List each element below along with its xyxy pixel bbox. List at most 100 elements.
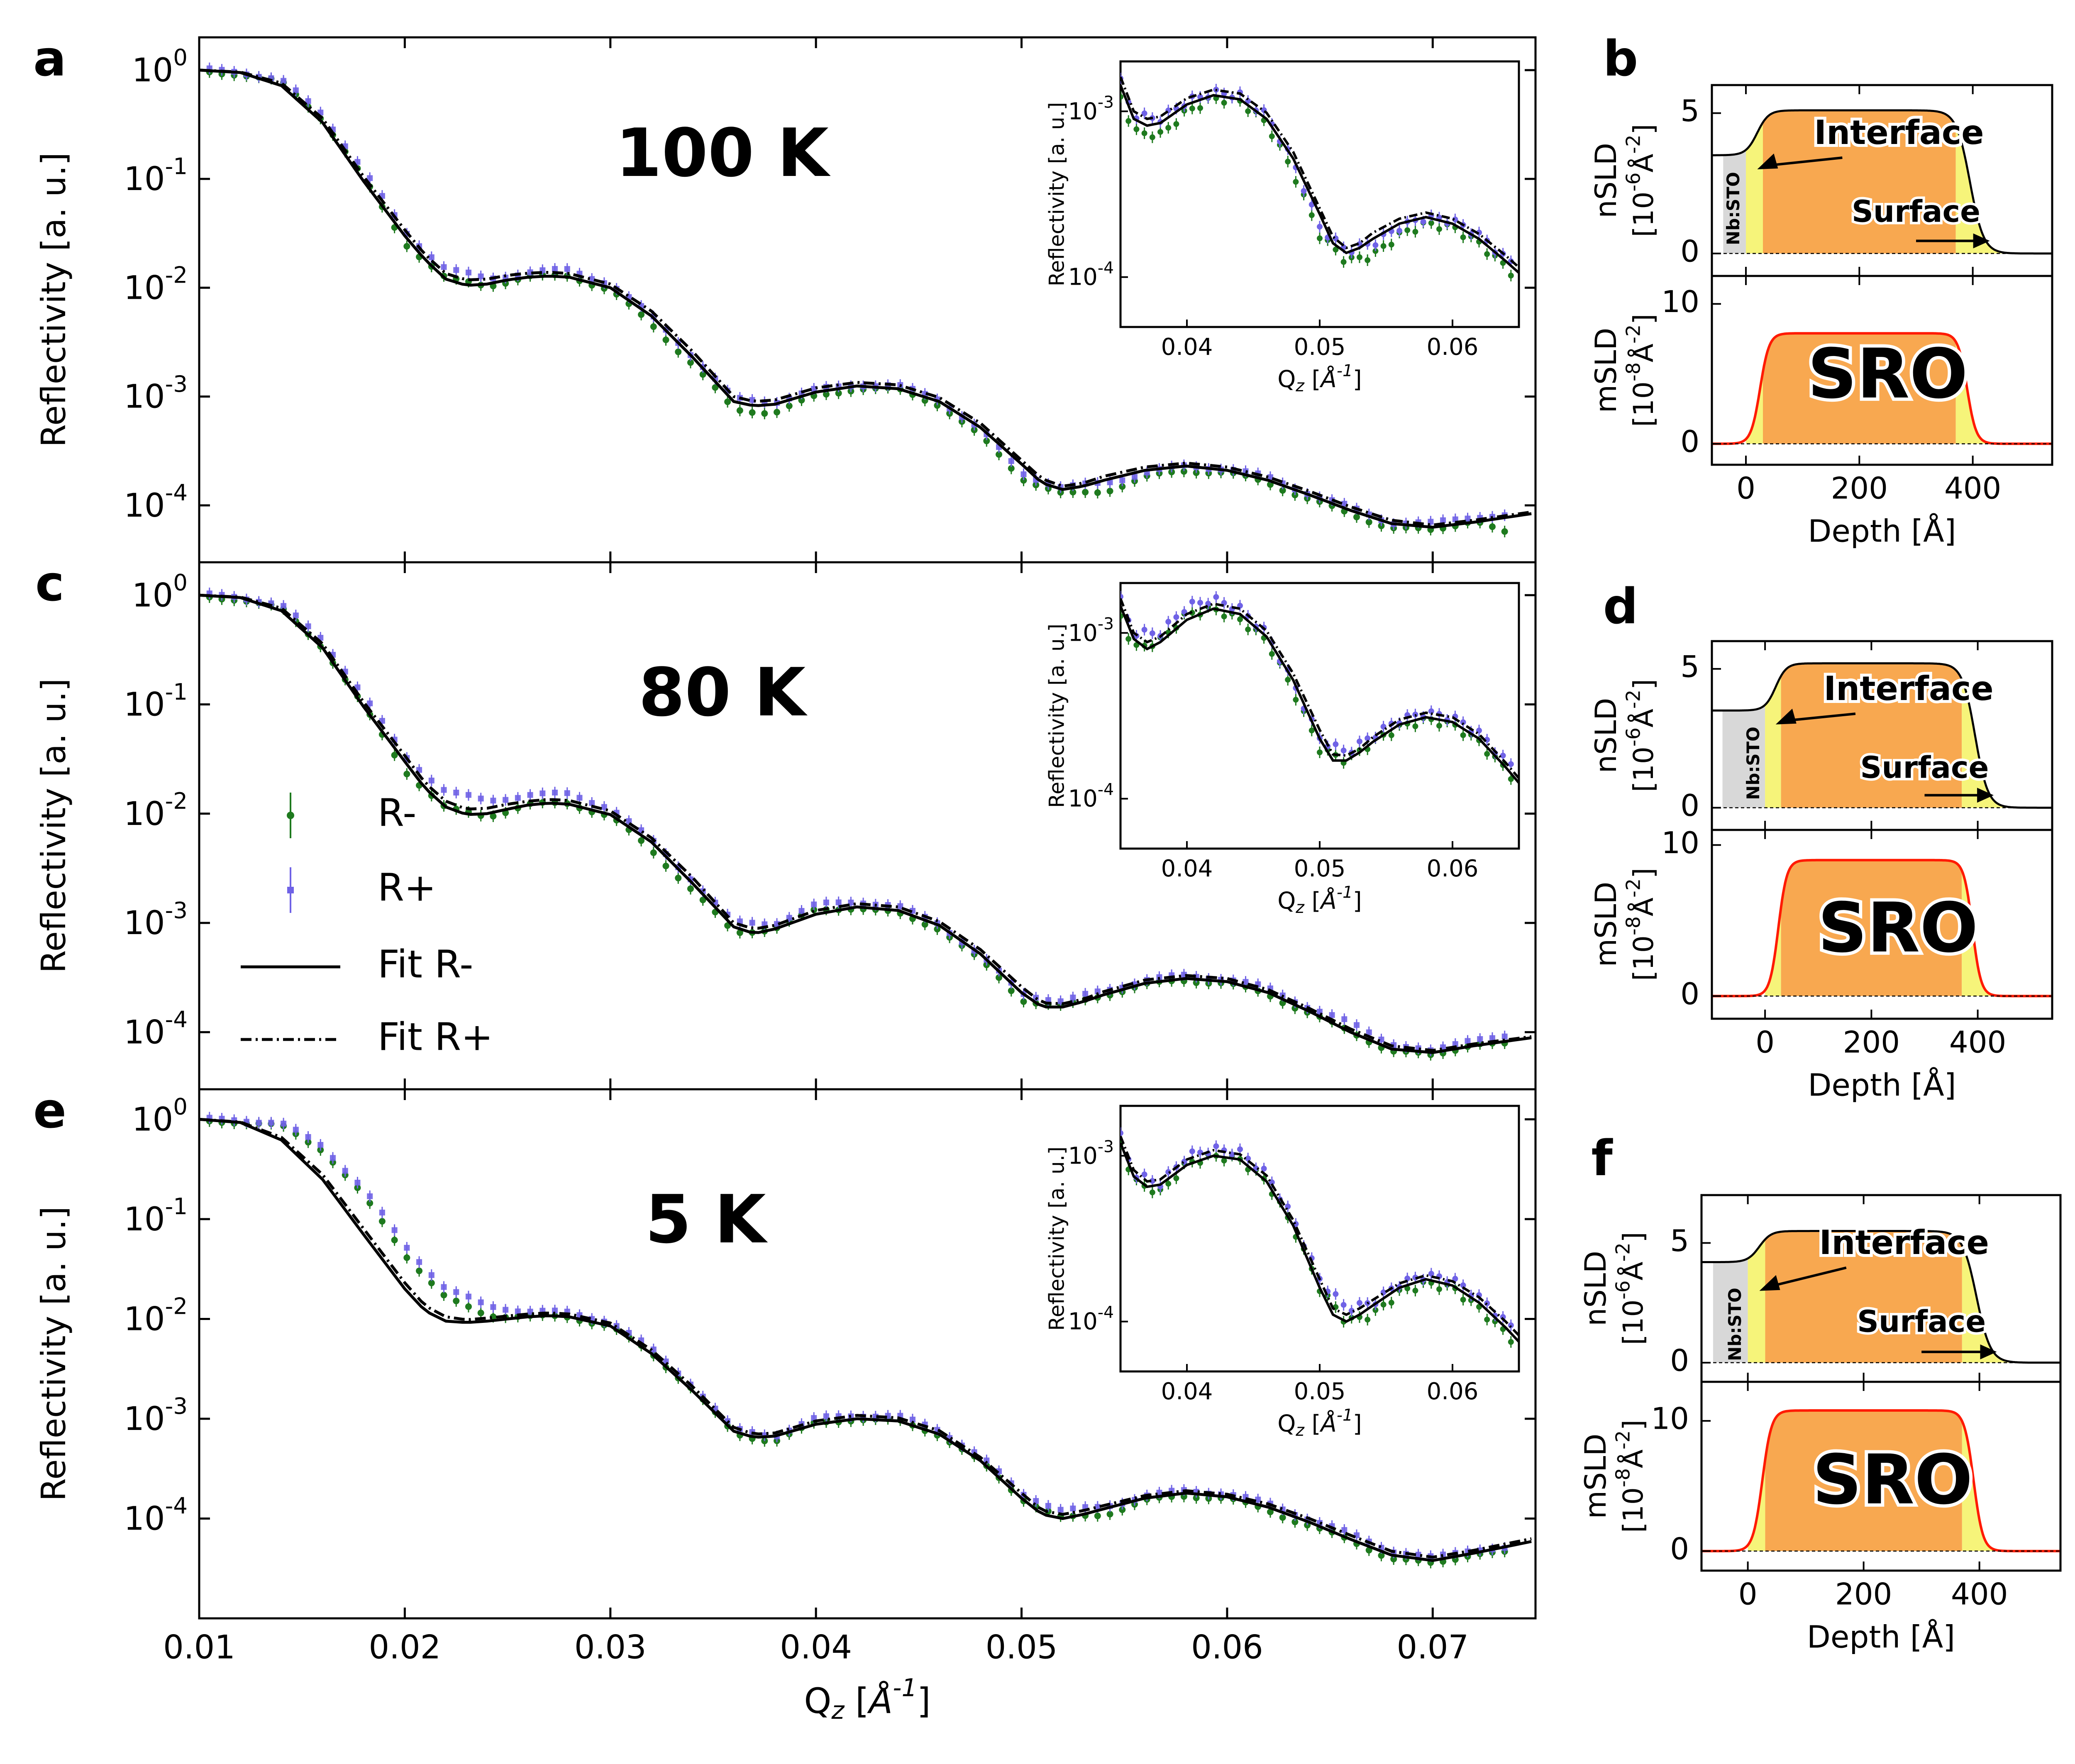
y-tick-label: 10-1 — [124, 153, 188, 198]
surface-label: Surface — [1860, 750, 1989, 785]
data-point — [403, 1254, 410, 1261]
x-axis-label-sub: z — [831, 1696, 845, 1725]
data-point — [638, 837, 645, 844]
data-point — [675, 348, 682, 355]
data-point — [1106, 488, 1113, 495]
nsld-line — [1712, 109, 2052, 255]
inset-data-point — [1245, 108, 1251, 114]
inset-y-tick-label-exp: -3 — [1098, 93, 1114, 112]
inset-data-point — [1308, 727, 1315, 734]
nsld-unit-p2: Å — [1628, 154, 1660, 172]
interface-fill — [1746, 372, 1763, 444]
data-point — [638, 311, 645, 318]
y-tick-label-base: 10 — [124, 1014, 165, 1052]
data-point — [330, 1155, 336, 1161]
y-tick-label-exp: -4 — [165, 1493, 188, 1519]
data-point — [428, 777, 435, 783]
x-axis-label-unit: [ — [844, 1681, 869, 1721]
film-fill — [1763, 333, 1956, 444]
data-point — [1008, 465, 1015, 472]
x-tick-label: 0.06 — [1191, 1629, 1263, 1666]
y-tick-label-exp: 0 — [173, 44, 188, 71]
y-tick-label-exp: -4 — [165, 1006, 188, 1033]
data-point — [650, 323, 657, 330]
data-point — [441, 1284, 447, 1290]
interface-fill — [1765, 676, 1781, 808]
data-point — [367, 700, 373, 707]
msld-unit-p3: -2 — [1622, 324, 1644, 344]
temperature-label: 100 K — [615, 114, 831, 192]
inset-data-point — [1133, 126, 1140, 132]
msld-axes — [1700, 1381, 2062, 1572]
msld-unit: [10-8Å-2] — [1611, 1420, 1649, 1533]
x-axis-label: Depth [Å] — [1807, 1619, 1955, 1655]
inset-data-point — [1508, 273, 1514, 279]
x-tick-label: 0 — [1755, 1025, 1775, 1060]
nsld-unit-p3: -2 — [1622, 690, 1644, 709]
inset-data-point — [1508, 776, 1514, 782]
inset-data-point — [1357, 738, 1362, 744]
y-tick-label: 10-4 — [124, 479, 188, 525]
nsld-unit-p2: Å — [1617, 1261, 1649, 1280]
interface-arrowhead — [1757, 153, 1778, 169]
y-tick-label-exp: -1 — [165, 1193, 188, 1220]
inset-x-tick-label: 0.06 — [1427, 1378, 1479, 1405]
data-point — [490, 1304, 496, 1310]
inset-fit-line — [1120, 605, 1519, 784]
surface-fill — [1962, 870, 1994, 996]
inset-data-point — [1436, 722, 1442, 729]
inset-x-label-q: Q — [1277, 1410, 1296, 1437]
inset-data-point — [1189, 1148, 1195, 1154]
surface-fill — [1955, 342, 1990, 444]
y-tick-label: 10-2 — [124, 1293, 188, 1338]
inset-data-point — [1120, 613, 1123, 619]
data-point — [1156, 1490, 1162, 1496]
data-point — [662, 336, 669, 343]
inset-data-point — [1213, 594, 1219, 600]
inset-data-point — [1141, 1171, 1147, 1178]
inset-x-label: Qz [Å-1] — [1277, 883, 1362, 917]
msld-label: mSLD — [1589, 328, 1623, 413]
msld-label: mSLD — [1579, 1434, 1613, 1519]
data-point — [527, 792, 533, 798]
y-tick-label-base: 10 — [124, 1301, 165, 1338]
y-tick-label-exp: -3 — [165, 1393, 188, 1419]
msld-unit-p1: -8 — [1622, 916, 1644, 935]
interface-label: Interface — [1824, 669, 1993, 708]
inset-data-point — [1120, 1130, 1123, 1136]
nsld-unit: [10-6Å-2] — [1622, 124, 1660, 237]
legend-entry: Fit R- — [241, 942, 474, 986]
nsld-unit: [10-6Å-2] — [1611, 1232, 1649, 1345]
inset-x-label-close: ] — [1353, 366, 1362, 393]
inset-y-label: Reflectivity [a. u.] — [1045, 1147, 1069, 1331]
series-fit-r- — [199, 1117, 1532, 1562]
data-point — [403, 243, 410, 250]
data-point — [1477, 1036, 1483, 1042]
surface-fill — [1955, 126, 2013, 254]
data-point — [281, 603, 287, 609]
legend-marker — [287, 887, 294, 893]
y-tick-label-base: 10 — [124, 1201, 165, 1238]
data-point — [317, 1142, 324, 1148]
inset-x-label-unit: [ — [1304, 888, 1321, 915]
x-axis-label-exp: -1 — [893, 1674, 917, 1702]
inset-data-point — [1380, 243, 1387, 249]
y-tick-label: 0 — [1670, 1343, 1689, 1378]
data-point — [1366, 1029, 1372, 1035]
data-point — [1390, 1556, 1397, 1563]
inset-x-tick-label: 0.05 — [1294, 334, 1346, 361]
data-point — [552, 266, 558, 272]
inset-data-point — [1508, 761, 1514, 767]
msld-axes — [1711, 829, 2053, 1020]
data-point — [453, 790, 459, 796]
inset-x-tick-label: 0.05 — [1294, 1378, 1346, 1405]
data-point — [268, 1120, 274, 1126]
data-point — [305, 98, 311, 104]
inset-x-tick-label: 0.06 — [1427, 855, 1479, 882]
inset-y-tick-label: 10-3 — [1068, 93, 1114, 125]
series-fit-r- — [199, 68, 1532, 529]
data-point — [749, 920, 755, 926]
data-point — [1243, 979, 1249, 985]
y-tick-label: 100 — [132, 44, 188, 89]
msld-unit-p3: -2 — [1611, 1430, 1634, 1449]
